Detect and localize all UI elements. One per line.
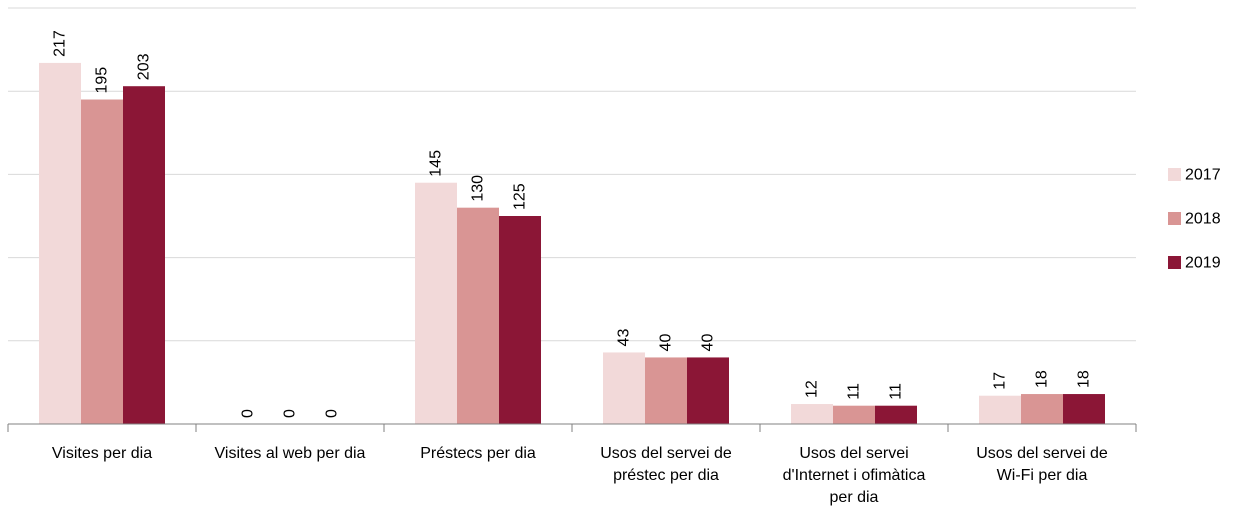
legend-swatch-2018 [1168,212,1181,225]
category-label-0: Visites per dia [52,445,152,462]
bar-2018-0 [81,99,123,425]
legend-swatch-2019 [1168,256,1181,269]
x-axis [7,423,1137,432]
bar-2019-2 [499,216,541,424]
bar-2018-4 [833,405,875,424]
data-label-2019-2: 125 [512,183,529,210]
data-label-2018-4: 11 [846,383,863,400]
legend-label-2019: 2019 [1185,255,1221,272]
data-label-2018-0: 195 [94,67,111,94]
data-label-2017-1: 0 [240,409,257,418]
bar-2019-3 [687,357,729,424]
data-label-2019-1: 0 [324,409,341,418]
legend-swatch-2017 [1168,168,1181,181]
bar-2018-2 [457,207,499,424]
category-label-3: Usos del servei de préstec per dia [600,445,732,484]
data-label-2017-5: 17 [992,372,1009,390]
data-label-2017-3: 43 [616,329,633,347]
bars [39,62,1105,425]
bar-2017-5 [979,395,1021,424]
data-label-2018-1: 0 [282,409,299,418]
bar-2019-4 [875,405,917,424]
data-label-2019-5: 18 [1076,370,1093,388]
gridlines [8,7,1136,342]
legend-label-2017: 2017 [1185,167,1221,184]
data-label-2017-0: 217 [52,30,69,57]
legend: 2017 2018 2019 [1168,167,1221,272]
category-label-5: Usos del servei de Wi-Fi per dia [976,445,1108,484]
bar-2017-0 [39,62,81,425]
legend-label-2018: 2018 [1185,211,1221,228]
bar-2019-5 [1063,394,1105,424]
bar-2019-0 [123,86,165,424]
data-label-2019-4: 11 [888,383,905,400]
data-label-2018-2: 130 [470,175,487,202]
data-labels: 217 0 145 43 12 17 195 0 130 40 11 18 203 0 125 40 11 18 [52,30,1093,418]
data-label-2018-3: 40 [658,334,675,352]
data-label-2018-5: 18 [1034,370,1051,388]
category-label-2: Préstecs per dia [420,445,536,462]
bar-2017-4 [791,404,833,424]
data-label-2017-4: 12 [804,380,821,398]
bar-2017-2 [415,182,457,424]
bar-2018-3 [645,357,687,424]
bar-2017-3 [603,352,645,424]
category-label-1: Visites al web per dia [215,445,366,462]
data-label-2019-0: 203 [136,53,153,80]
category-labels: Visites per dia Visites al web per dia Pré… [52,445,1108,506]
data-label-2019-3: 40 [700,334,717,352]
category-label-4: Usos del servei d'Internet i ofimàtica per… [783,445,926,506]
bar-2018-5 [1021,394,1063,424]
data-label-2017-2: 145 [428,150,445,177]
